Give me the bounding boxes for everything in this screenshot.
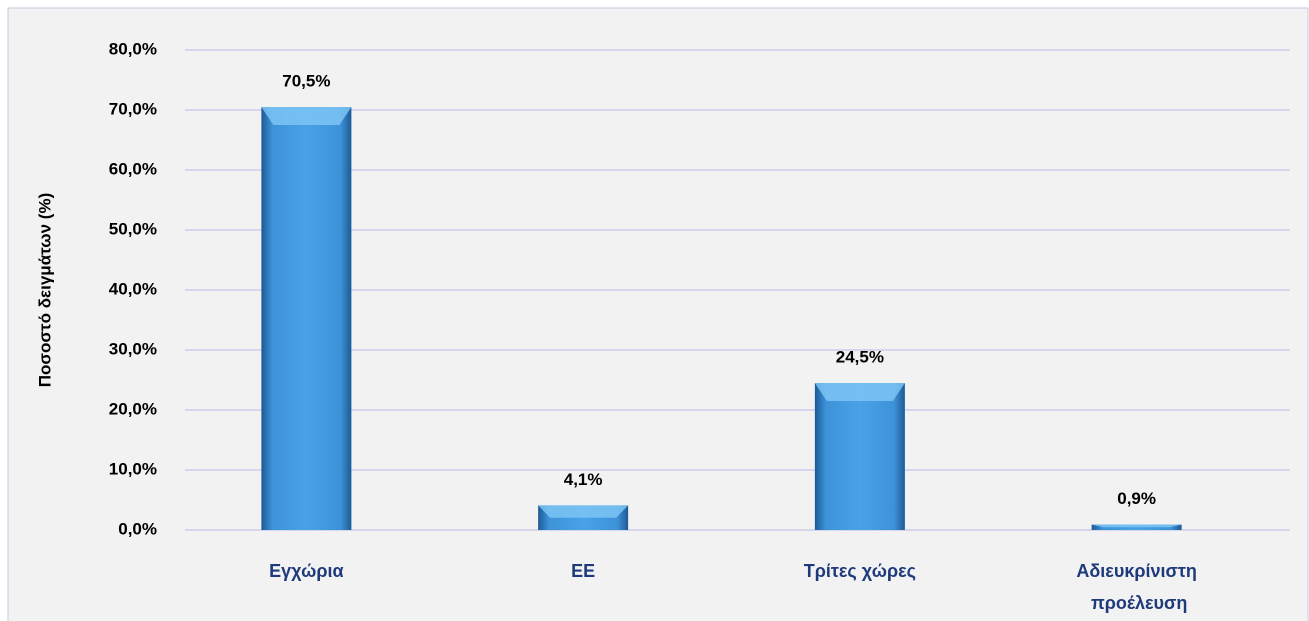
x-tick-label: Αδιευκρίνιστη προέλευση — [1076, 561, 1196, 613]
y-tick-label: 30,0% — [109, 339, 157, 358]
y-axis-title: Ποσοστό δειγμάτων (%) — [35, 193, 54, 388]
y-tick-label: 60,0% — [109, 159, 157, 178]
y-tick-label: 10,0% — [109, 459, 157, 478]
value-label: 4,1% — [564, 470, 603, 489]
bar-bevel — [1091, 524, 1182, 528]
y-tick-label: 50,0% — [109, 219, 157, 238]
bar-bevel — [261, 107, 352, 125]
bar-bevel — [814, 383, 905, 401]
bar — [261, 107, 352, 530]
x-tick-label: Τρίτες χώρες — [804, 561, 916, 581]
y-tick-label: 0,0% — [118, 519, 157, 538]
y-tick-label: 20,0% — [109, 399, 157, 418]
x-tick-label: ΕΕ — [571, 561, 595, 581]
value-label: 24,5% — [836, 347, 884, 366]
bar — [814, 383, 905, 530]
value-label: 0,9% — [1117, 489, 1156, 508]
y-tick-label: 70,0% — [109, 99, 157, 118]
y-tick-label: 80,0% — [109, 39, 157, 58]
bar-bevel — [538, 505, 629, 518]
x-tick-label: Εγχώρια — [269, 561, 343, 581]
value-label: 70,5% — [282, 71, 330, 90]
y-tick-label: 40,0% — [109, 279, 157, 298]
